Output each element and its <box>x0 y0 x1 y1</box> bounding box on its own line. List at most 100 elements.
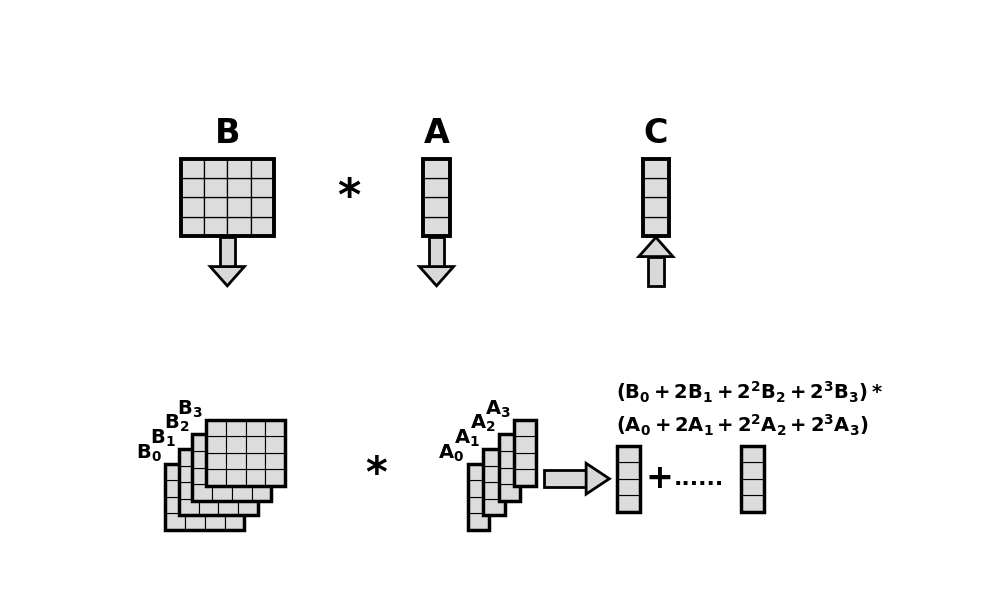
Bar <box>227 197 251 216</box>
Bar <box>181 159 204 178</box>
Bar <box>226 469 246 486</box>
Bar <box>212 484 232 500</box>
Bar <box>246 420 265 436</box>
Bar <box>192 434 212 451</box>
Bar <box>212 434 232 451</box>
Bar <box>252 451 271 467</box>
Polygon shape <box>639 237 673 257</box>
Bar <box>205 464 225 480</box>
Text: *: * <box>365 454 387 496</box>
Text: *: * <box>337 176 360 219</box>
Bar <box>232 451 252 467</box>
Bar <box>179 449 258 515</box>
Bar <box>227 216 251 236</box>
Bar <box>468 464 489 480</box>
Bar <box>423 159 450 236</box>
Bar <box>643 159 669 178</box>
Bar <box>199 449 218 466</box>
Bar <box>514 420 536 436</box>
Bar <box>251 216 274 236</box>
Bar <box>544 470 586 487</box>
Bar <box>181 159 274 236</box>
Bar <box>185 464 205 480</box>
Bar <box>206 469 226 486</box>
Bar <box>192 484 212 500</box>
Bar <box>238 449 258 466</box>
Text: $\mathbf{A_1}$: $\mathbf{A_1}$ <box>454 428 480 449</box>
Bar <box>468 480 489 497</box>
Bar <box>741 462 764 479</box>
Bar <box>483 499 505 515</box>
Bar <box>741 445 764 512</box>
Bar <box>206 420 226 436</box>
Bar <box>648 257 664 286</box>
Bar <box>179 482 199 499</box>
Bar <box>192 467 212 484</box>
Bar <box>179 449 199 466</box>
Bar <box>499 467 520 484</box>
Bar <box>429 237 444 266</box>
Bar <box>165 497 185 513</box>
Text: B: B <box>215 117 240 150</box>
Bar <box>483 449 505 515</box>
Bar <box>265 453 285 469</box>
Text: C: C <box>644 117 668 150</box>
Bar <box>251 197 274 216</box>
Bar <box>617 445 640 462</box>
Bar <box>252 434 271 451</box>
Bar <box>199 482 218 499</box>
Bar <box>199 466 218 482</box>
Bar <box>423 178 450 197</box>
Bar <box>238 466 258 482</box>
Bar <box>206 420 285 486</box>
Bar <box>179 466 199 482</box>
Bar <box>246 436 265 453</box>
Bar <box>617 445 640 512</box>
Text: $\mathbf{A_3}$: $\mathbf{A_3}$ <box>485 398 511 420</box>
Text: ......: ...... <box>673 469 724 489</box>
Bar <box>185 513 205 530</box>
Bar <box>218 449 238 466</box>
Bar <box>227 159 251 178</box>
Bar <box>218 466 238 482</box>
Bar <box>205 480 225 497</box>
Bar <box>206 453 226 469</box>
Bar <box>483 482 505 499</box>
Bar <box>499 484 520 500</box>
Bar <box>423 197 450 216</box>
Bar <box>238 482 258 499</box>
Bar <box>252 467 271 484</box>
Bar <box>204 197 227 216</box>
Bar <box>204 159 227 178</box>
Bar <box>265 420 285 436</box>
Bar <box>192 434 271 500</box>
Bar <box>165 513 185 530</box>
Bar <box>185 497 205 513</box>
Bar <box>265 436 285 453</box>
Bar <box>220 237 235 266</box>
Bar <box>617 479 640 496</box>
Bar <box>251 178 274 197</box>
Bar <box>499 434 520 451</box>
Bar <box>468 513 489 530</box>
Polygon shape <box>210 266 244 286</box>
Bar <box>514 453 536 469</box>
Bar <box>643 197 669 216</box>
Bar <box>617 496 640 512</box>
Bar <box>232 467 252 484</box>
Bar <box>514 469 536 486</box>
Polygon shape <box>420 266 454 286</box>
Bar <box>741 445 764 462</box>
Bar <box>205 513 225 530</box>
Bar <box>181 178 204 197</box>
Bar <box>225 464 244 480</box>
Bar <box>514 420 536 486</box>
Bar <box>165 464 244 530</box>
Bar <box>192 451 212 467</box>
Bar <box>483 466 505 482</box>
Bar <box>232 484 252 500</box>
Text: $\mathbf{(A_0+2A_1+2^2A_2+2^3A_3)}$: $\mathbf{(A_0+2A_1+2^2A_2+2^3A_3)}$ <box>616 412 868 438</box>
Bar <box>204 216 227 236</box>
Bar <box>252 484 271 500</box>
Text: $\mathbf{(B_0+2B_1+2^2B_2+2^3B_3)*}$: $\mathbf{(B_0+2B_1+2^2B_2+2^3B_3)*}$ <box>616 380 882 406</box>
